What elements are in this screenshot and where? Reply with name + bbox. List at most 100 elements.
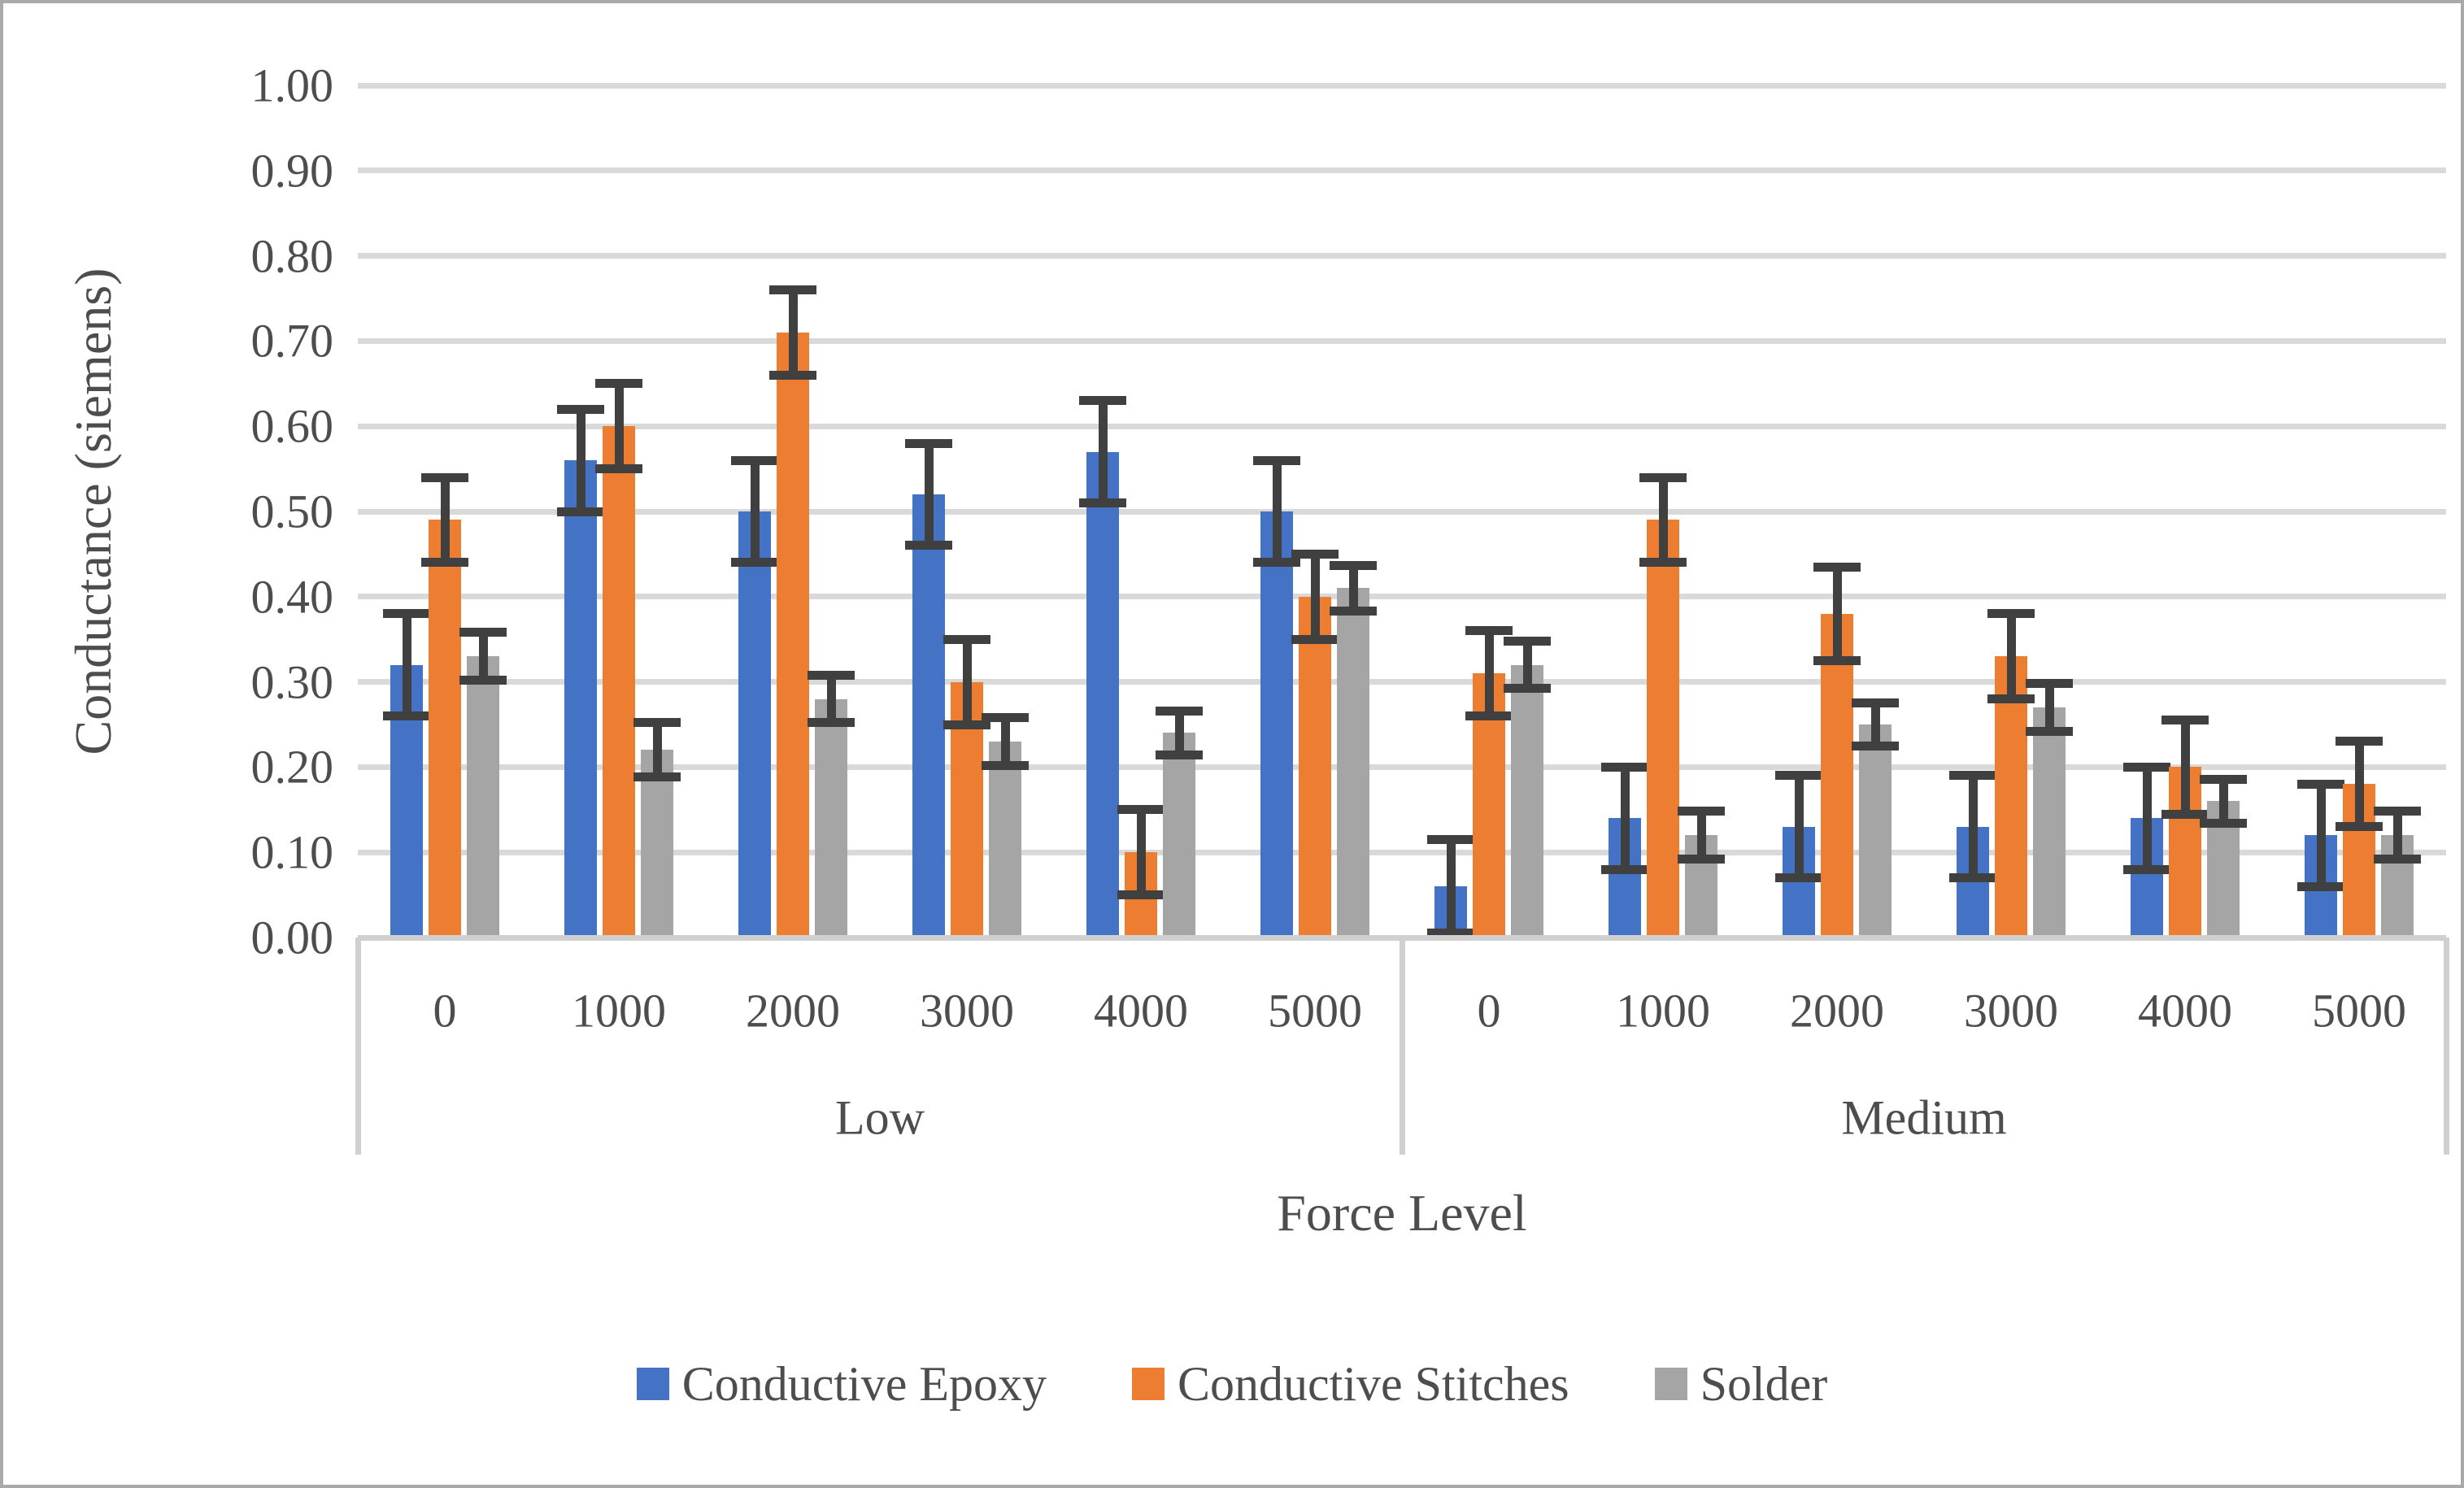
- error-bar-stem: [1522, 641, 1532, 689]
- y-tick-label: 0.00: [250, 911, 334, 964]
- error-bar-stem: [652, 722, 662, 777]
- error-bar-cap-bottom: [2336, 822, 2383, 832]
- error-bar-cap-top: [1291, 549, 1339, 559]
- error-bar-stem: [1484, 630, 1494, 716]
- x-axis-title: Force Level: [1277, 1184, 1527, 1242]
- error-bar-stem: [924, 443, 934, 546]
- legend-swatch-icon: [1654, 1368, 1687, 1400]
- error-bar-cap-bottom: [1504, 684, 1551, 694]
- error-bar-cap-bottom: [2297, 881, 2344, 891]
- error-bar-cap-top: [2297, 779, 2344, 789]
- error-bar-cap-top: [1601, 762, 1648, 772]
- group-label-medium: Medium: [1841, 1090, 2007, 1145]
- legend-item-solder: Solder: [1654, 1356, 1827, 1412]
- error-bar-cap-bottom: [1253, 558, 1300, 568]
- error-bar-cap-top: [1504, 636, 1551, 646]
- gridline: [358, 679, 2446, 685]
- x-tick-label: 2000: [746, 984, 840, 1038]
- error-bar-stem: [2044, 683, 2054, 732]
- error-bar-cap-top: [808, 670, 855, 680]
- y-tick-label: 0.80: [250, 229, 334, 283]
- bar-conductive-epoxy: [564, 460, 597, 938]
- error-bar-cap-bottom: [1330, 607, 1377, 616]
- error-bar-stem: [1310, 554, 1320, 640]
- error-bar-cap-top: [1852, 698, 1899, 708]
- error-bar-stem: [2354, 741, 2364, 827]
- bar-solder: [467, 656, 499, 938]
- error-bar-stem: [788, 289, 798, 376]
- error-bar-cap-top: [769, 285, 816, 295]
- legend-item-conductive-stitches: Conductive Stitches: [1132, 1356, 1569, 1412]
- y-tick-label: 1.00: [250, 59, 334, 112]
- x-tick-label: 3000: [1964, 984, 2058, 1038]
- error-bar-cap-bottom: [1987, 694, 2035, 704]
- x-tick-label: 3000: [920, 984, 1014, 1038]
- error-bar-cap-top: [2200, 774, 2247, 784]
- error-bar-cap-top: [1639, 472, 1687, 482]
- category-box-edge: [2443, 938, 2449, 1155]
- error-bar-cap-top: [2123, 762, 2170, 772]
- error-bar-stem: [750, 460, 760, 563]
- bar-solder: [989, 741, 1021, 938]
- gridline: [358, 168, 2446, 174]
- error-bar-cap-bottom: [2026, 726, 2073, 736]
- error-bar-cap-bottom: [421, 558, 468, 568]
- bar-conductive-stitches: [1647, 520, 1679, 938]
- error-bar-stem: [826, 675, 836, 723]
- error-bar-cap-bottom: [1852, 741, 1899, 751]
- error-bar-cap-top: [1465, 626, 1513, 636]
- error-bar-stem: [614, 383, 624, 469]
- error-bar-stem: [1658, 477, 1668, 563]
- error-bar-stem: [1174, 711, 1184, 755]
- error-bar-cap-bottom: [943, 720, 990, 729]
- error-bar-cap-top: [595, 379, 642, 389]
- error-bar-cap-bottom: [2200, 819, 2247, 829]
- error-bar-cap-bottom: [982, 760, 1029, 770]
- error-bar-stem: [2316, 784, 2326, 887]
- legend-swatch-icon: [1132, 1368, 1165, 1400]
- x-tick-label: 4000: [1094, 984, 1188, 1038]
- error-bar-cap-top: [383, 609, 430, 619]
- error-bar-cap-top: [1156, 706, 1203, 716]
- error-bar-stem: [1446, 839, 1456, 933]
- error-bar-cap-bottom: [1813, 655, 1861, 665]
- error-bar-cap-bottom: [1291, 634, 1339, 644]
- error-bar-cap-bottom: [1775, 873, 1822, 883]
- y-tick-label: 0.20: [250, 740, 334, 794]
- error-bar-cap-top: [1253, 455, 1300, 465]
- gridline: [358, 508, 2446, 515]
- error-bar-cap-top: [2026, 679, 2073, 689]
- error-bar-cap-bottom: [1949, 873, 1996, 883]
- error-bar-stem: [1832, 567, 1842, 661]
- bar-conductive-epoxy: [1260, 511, 1293, 938]
- error-bar-cap-top: [1813, 562, 1861, 572]
- error-bar-cap-top: [1117, 805, 1165, 815]
- y-tick-label: 0.90: [250, 144, 334, 198]
- error-bar-cap-bottom: [459, 676, 507, 685]
- error-bar-cap-top: [1427, 834, 1474, 844]
- y-tick-label: 0.10: [250, 825, 334, 879]
- error-bar-stem: [402, 613, 411, 716]
- error-bar-cap-bottom: [769, 370, 816, 380]
- x-tick-label: 5000: [1268, 984, 1362, 1038]
- legend-label: Conductive Stitches: [1178, 1356, 1569, 1411]
- error-bar-cap-top: [1678, 807, 1725, 816]
- bar-solder: [2033, 707, 2066, 938]
- error-bar-cap-bottom: [595, 464, 642, 474]
- bar-conductive-stitches: [1299, 596, 1331, 938]
- error-bar-cap-top: [2374, 807, 2421, 816]
- group-divider: [1399, 938, 1405, 1155]
- error-bar-cap-top: [459, 628, 507, 637]
- error-bar-stem: [1348, 565, 1358, 611]
- error-bar-cap-bottom: [1117, 890, 1165, 900]
- bar-conductive-epoxy: [738, 511, 771, 938]
- error-bar-stem: [2392, 811, 2402, 859]
- gridline: [358, 594, 2446, 600]
- error-bar-cap-bottom: [633, 772, 681, 782]
- error-bar-cap-bottom: [557, 507, 604, 516]
- legend: Conductive Epoxy Conductive Stitches Solde…: [0, 1351, 2464, 1416]
- error-bar-cap-top: [1987, 609, 2035, 619]
- error-bar-stem: [478, 632, 488, 681]
- error-bar-stem: [2142, 767, 2152, 870]
- category-box-edge: [355, 938, 361, 1155]
